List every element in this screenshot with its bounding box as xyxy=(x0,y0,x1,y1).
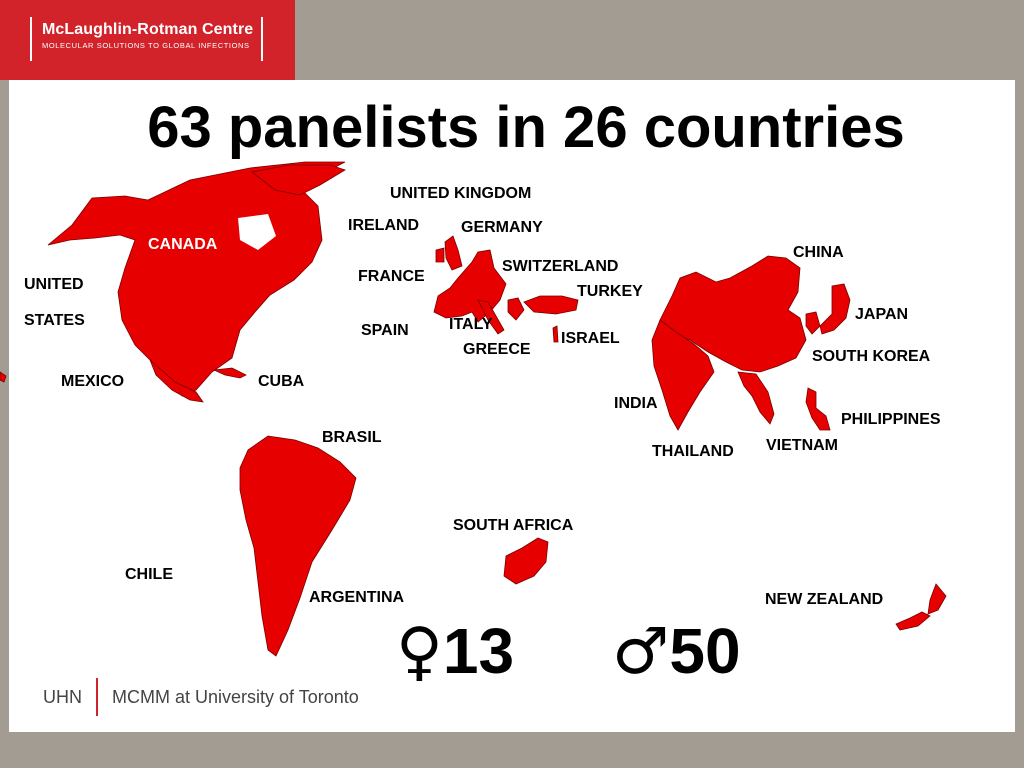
label-mexico: MEXICO xyxy=(61,373,125,390)
central-america-shape xyxy=(149,359,204,403)
label-new-zealand: NEW ZEALAND xyxy=(765,591,884,608)
south-america-shape xyxy=(239,435,357,657)
china-shape xyxy=(659,255,807,373)
label-spain: SPAIN xyxy=(361,322,409,339)
italy-greece-shape xyxy=(477,297,525,335)
label-united-kingdom: UNITED KINGDOM xyxy=(390,185,532,202)
label-chile: CHILE xyxy=(125,566,173,583)
label-israel: ISRAEL xyxy=(561,330,620,347)
greenland-shape xyxy=(251,164,346,196)
israel-shape xyxy=(552,325,559,343)
turkey-shape xyxy=(523,295,579,315)
label-south-korea: SOUTH KOREA xyxy=(812,348,931,365)
label-japan: JAPAN xyxy=(855,306,909,323)
label-italy: ITALY xyxy=(449,316,493,333)
male-stat: ♂50 xyxy=(612,614,741,689)
japan-shape xyxy=(819,283,851,335)
southeast-asia-shape xyxy=(737,371,775,425)
label-south-africa: SOUTH AFRICA xyxy=(453,517,574,534)
south-africa-shape xyxy=(503,537,549,585)
label-philippines: PHILIPPINES xyxy=(841,411,941,428)
india-shape xyxy=(651,319,715,431)
footer-institution: MCMM at University of Toronto xyxy=(112,686,359,707)
label-turkey: TURKEY xyxy=(577,283,643,300)
logo-subtitle: MOLECULAR SOLUTIONS TO GLOBAL INFECTIONS xyxy=(42,41,250,50)
label-india: INDIA xyxy=(614,395,658,412)
label-france: FRANCE xyxy=(358,268,425,285)
label-states: STATES xyxy=(24,312,85,329)
north-america-shape xyxy=(47,161,346,397)
label-argentina: ARGENTINA xyxy=(309,589,405,606)
label-united: UNITED xyxy=(24,276,84,293)
label-greece: GREECE xyxy=(463,341,531,358)
philippines-shape xyxy=(805,387,831,431)
new-zealand-shape xyxy=(895,583,947,631)
label-brasil: BRASIL xyxy=(322,429,382,446)
greenland-gap xyxy=(238,214,276,250)
label-china: CHINA xyxy=(793,244,844,261)
logo-frame: McLaughlin-Rotman Centre MOLECULAR SOLUT… xyxy=(30,17,263,61)
female-symbol-icon: ♀ xyxy=(396,615,443,689)
map-fragment xyxy=(0,371,7,383)
label-vietnam: VIETNAM xyxy=(766,437,838,454)
label-cuba: CUBA xyxy=(258,373,305,390)
male-count: 50 xyxy=(669,615,741,687)
centre-logo: McLaughlin-Rotman Centre MOLECULAR SOLUT… xyxy=(0,0,295,80)
male-symbol-icon: ♂ xyxy=(612,615,670,689)
female-stat: ♀13 xyxy=(396,614,514,689)
label-thailand: THAILAND xyxy=(652,443,734,460)
cuba-shape xyxy=(212,367,247,379)
footer-uhn: UHN xyxy=(43,686,82,707)
slide-title: 63 panelists in 26 countries xyxy=(147,95,905,160)
continental-europe-shape xyxy=(433,249,507,323)
label-canada: CANADA xyxy=(148,236,218,253)
footer-divider xyxy=(96,678,98,716)
korea-shape xyxy=(805,311,821,335)
ireland-shape xyxy=(435,247,445,263)
female-count: 13 xyxy=(442,615,515,687)
uk-shape xyxy=(444,235,463,271)
label-ireland: IRELAND xyxy=(348,217,420,234)
logo-title: McLaughlin-Rotman Centre xyxy=(42,21,254,38)
label-switzerland: SWITZERLAND xyxy=(502,258,619,275)
label-germany: GERMANY xyxy=(461,219,543,236)
footer: UHN MCMM at University of Toronto xyxy=(43,678,359,716)
